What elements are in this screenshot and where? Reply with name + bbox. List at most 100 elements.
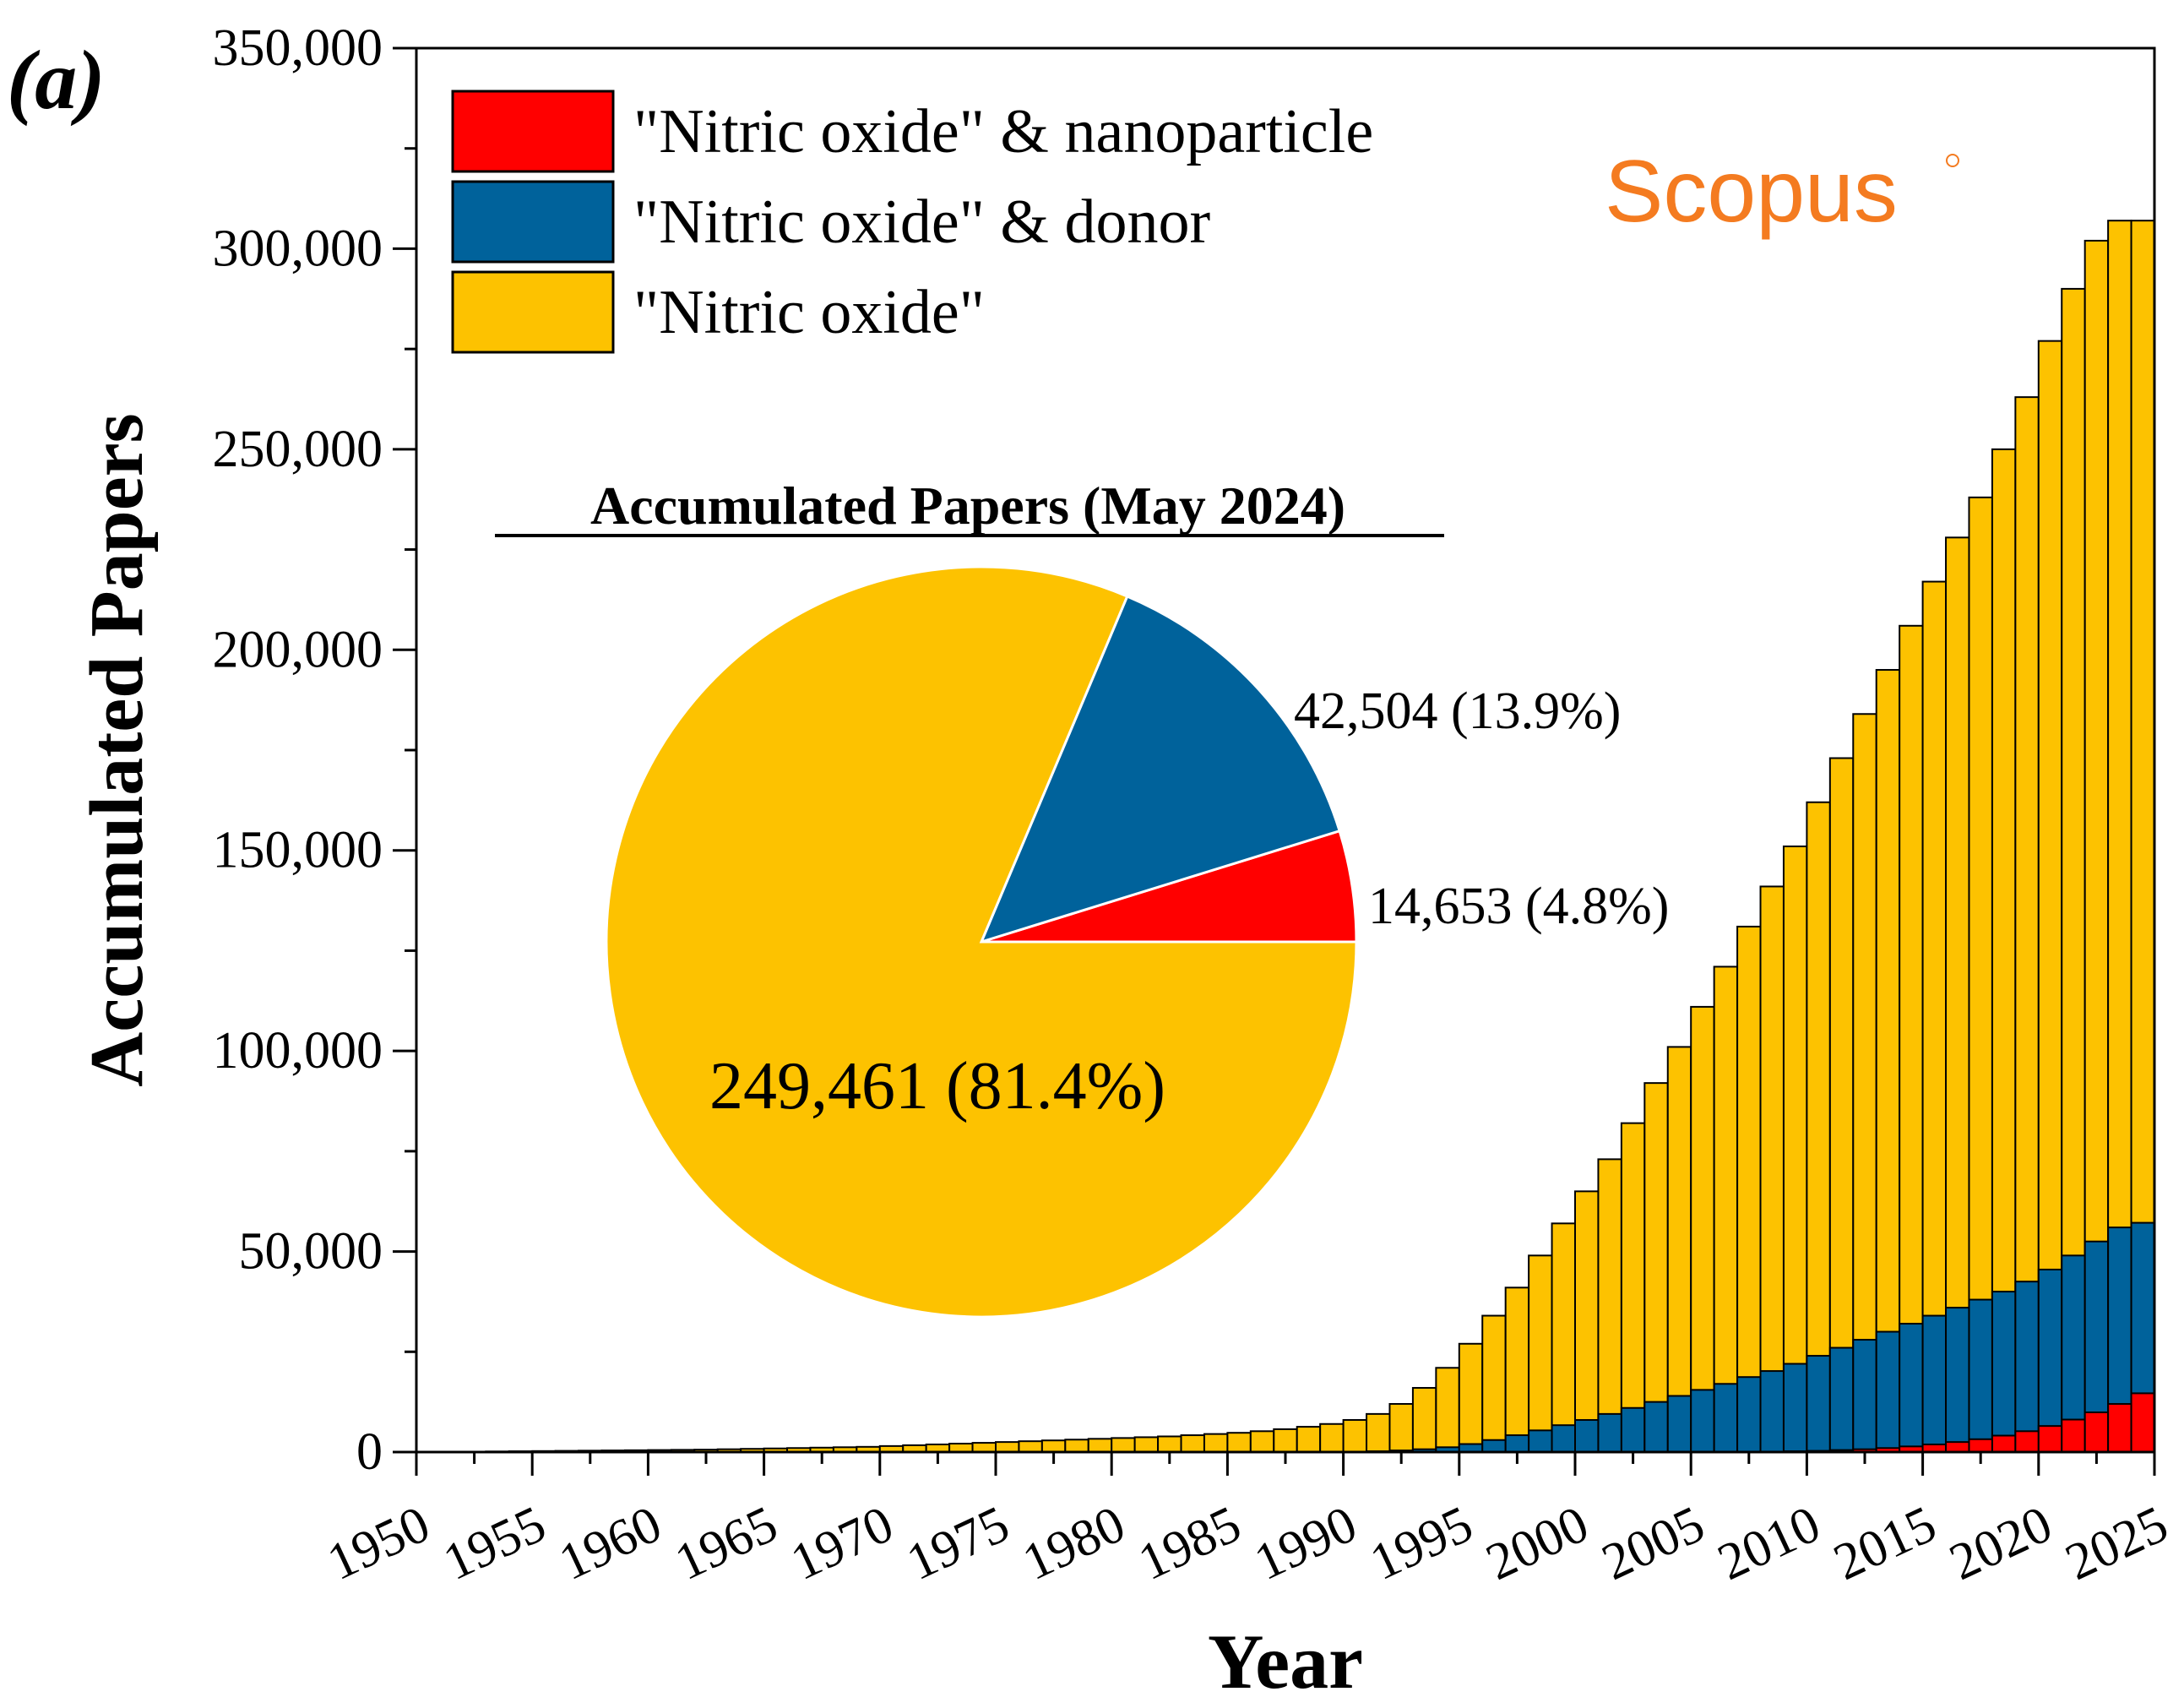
pie-slice-total: [605, 565, 1358, 1319]
y-tick-label: 200,000: [213, 621, 383, 678]
x-axis-title: Year: [1208, 1618, 1363, 1705]
y-tick-label: 0: [356, 1423, 383, 1481]
bar-donor-2001: [1574, 1419, 1600, 1454]
bar-total-1997: [1481, 1314, 1507, 1454]
legend-label-nanoparticle: "Nitric oxide" & nanoparticle: [633, 97, 1373, 166]
bar-donor-2017: [1945, 1307, 1970, 1453]
bar-nanoparticle-2025: [2130, 1392, 2156, 1454]
legend-swatch-nanoparticle: [451, 90, 615, 173]
bar-total-2000: [1551, 1222, 1577, 1453]
y-tick-label: 150,000: [213, 822, 383, 879]
bar-total-1995: [1435, 1367, 1460, 1454]
y-axis: 0 50,000 100,000 150,000 200,000 250,000 300,0…: [213, 19, 416, 1481]
bar-donor-2014: [1875, 1330, 1901, 1453]
bar-total-1992: [1366, 1412, 1391, 1453]
x-tick-label: 1990: [1246, 1495, 1365, 1591]
x-tick-label: 1985: [1130, 1495, 1249, 1591]
bar-donor-1997: [1481, 1439, 1507, 1453]
bar-total-2009: [1759, 885, 1785, 1453]
bar-total-1993: [1388, 1403, 1414, 1453]
x-tick-label: 2000: [1478, 1495, 1597, 1591]
pie-title: Accumulated Papers (May 2024): [590, 476, 1345, 536]
y-tick-label: 100,000: [213, 1022, 383, 1080]
x-tick-label: 1960: [551, 1495, 670, 1591]
x-tick-label: 1975: [899, 1495, 1018, 1591]
bar-total-1989: [1296, 1426, 1322, 1453]
legend-label-donor: "Nitric oxide" & donor: [633, 188, 1210, 257]
y-tick-label: 350,000: [213, 19, 383, 77]
bar-donor-1998: [1504, 1434, 1530, 1454]
x-tick-label: 1980: [1014, 1495, 1133, 1591]
bar-donor-2000: [1551, 1424, 1577, 1453]
bar-donor-2019: [1991, 1291, 2017, 1453]
bar-total-1975: [971, 1442, 997, 1453]
bar-total-1985: [1203, 1433, 1229, 1454]
bar-total-1988: [1273, 1428, 1298, 1453]
bar-donor-2018: [1968, 1298, 1993, 1454]
bar-total-1990: [1319, 1422, 1345, 1454]
bar-nanoparticle-2023: [2083, 1411, 2110, 1453]
bar-total-1998: [1504, 1286, 1530, 1454]
bar-total-2014: [1875, 669, 1901, 1453]
bar-nanoparticle-2018: [1968, 1438, 1993, 1453]
pie-chart: [605, 565, 1358, 1319]
pie-label-donor: 42,504 (13.9%): [1294, 683, 1621, 740]
y-tick-label: 250,000: [213, 421, 383, 478]
x-tick-label: 2010: [1709, 1495, 1828, 1591]
legend-swatch-total: [451, 270, 615, 354]
legend-swatch-donor: [451, 180, 615, 264]
pie-label-total: 249,461 (81.4%): [709, 1049, 1165, 1123]
bar-donor-2015: [1899, 1323, 1924, 1453]
bar-total-2018: [1968, 496, 1993, 1454]
bar-donor-2009: [1759, 1370, 1785, 1453]
bar-donor-2006: [1690, 1389, 1715, 1453]
bar-nanoparticle-2021: [2037, 1425, 2063, 1453]
bar-donor-2002: [1597, 1412, 1622, 1453]
bar-donor-2021: [2037, 1268, 2063, 1453]
panel-label: (a): [7, 33, 106, 127]
scopus-logo: Scopus: [1605, 143, 1898, 241]
bar-total-1978: [1040, 1439, 1067, 1453]
bar-total-2011: [1806, 801, 1831, 1453]
bar-total-2001: [1574, 1190, 1600, 1454]
bar-total-2007: [1713, 966, 1739, 1453]
bar-donor-2004: [1643, 1401, 1669, 1453]
bar-total-2006: [1690, 1005, 1715, 1453]
y-tick-label: 300,000: [213, 220, 383, 277]
bar-total-1982: [1133, 1436, 1160, 1454]
bar-total-2010: [1782, 845, 1808, 1453]
bar-total-1981: [1111, 1437, 1136, 1454]
bar-donor-2012: [1828, 1346, 1855, 1453]
bar-donor-2011: [1806, 1355, 1831, 1454]
bar-total-1984: [1180, 1434, 1205, 1454]
bar-total-2004: [1643, 1082, 1669, 1454]
bar-total-2005: [1666, 1046, 1692, 1453]
bar-total-1976: [995, 1441, 1020, 1453]
x-tick-label: 2020: [1942, 1495, 2061, 1591]
bar-total-2002: [1597, 1158, 1622, 1453]
bar-total-2017: [1945, 536, 1970, 1454]
bar-total-1994: [1411, 1387, 1437, 1453]
bar-total-1977: [1018, 1440, 1043, 1453]
x-axis: 1950195519601965197019751980198519901995…: [319, 1452, 2176, 1591]
legend-label-total: "Nitric oxide": [633, 278, 985, 347]
bar-nanoparticle-2024: [2107, 1403, 2132, 1453]
pie-label-nanoparticle: 14,653 (4.8%): [1368, 878, 1669, 935]
bar-donor-2013: [1852, 1339, 1877, 1454]
bar-donor-2020: [2014, 1281, 2040, 1453]
x-tick-label: 2015: [1825, 1495, 1944, 1591]
bar-donor-1999: [1528, 1429, 1553, 1453]
bar-donor-2005: [1666, 1395, 1692, 1454]
bar-total-2003: [1620, 1122, 1646, 1454]
registered-mark-icon: [1946, 154, 1959, 167]
bar-donor-2003: [1620, 1406, 1646, 1454]
x-tick-label: 1950: [319, 1495, 438, 1591]
y-tick-label: 50,000: [239, 1223, 383, 1281]
pie-slice-donor: [979, 595, 1342, 944]
bar-total-2008: [1736, 925, 1762, 1453]
bar-donor-2010: [1782, 1363, 1808, 1453]
x-tick-label: 2005: [1594, 1495, 1713, 1591]
bar-total-1986: [1226, 1432, 1252, 1454]
x-tick-label: 1965: [666, 1495, 785, 1591]
